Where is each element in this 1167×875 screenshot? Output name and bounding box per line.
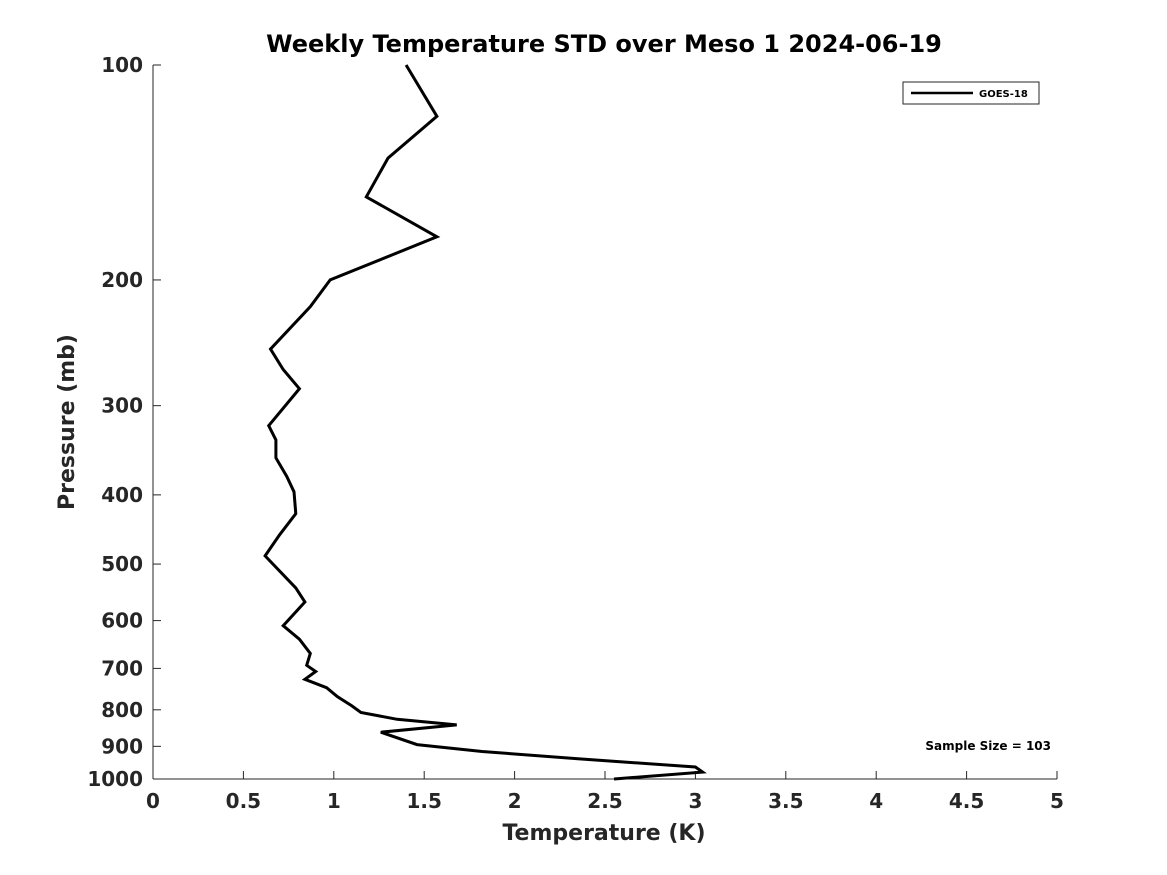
axes-frame: [152, 65, 1057, 780]
x-tick-label: 4.5: [949, 789, 984, 813]
y-tick-label: 800: [101, 698, 143, 722]
y-tick-label: 500: [101, 552, 143, 576]
y-tick-label: 400: [101, 483, 143, 507]
x-tick-label: 2: [508, 789, 522, 813]
legend: GOES-18: [902, 81, 1040, 105]
x-tick-label: 0: [146, 789, 160, 813]
y-tick-label: 600: [101, 609, 143, 633]
x-tick-label: 1.5: [406, 789, 441, 813]
y-tick-label: 900: [101, 734, 143, 758]
x-tick-label: 3: [688, 789, 702, 813]
x-tick-label: 2.5: [587, 789, 622, 813]
x-axis-title: Temperature (K): [502, 821, 705, 846]
series-layer: [263, 64, 707, 781]
x-tick-label: 3.5: [768, 789, 803, 813]
x-tick-label: 4: [869, 789, 883, 813]
x-axis-ticks: 0 0.5 1 1.5 2 2.5 3 3.5 4 4.5 5: [146, 771, 1064, 813]
y-tick-label: 700: [101, 656, 143, 680]
y-tick-label: 200: [101, 268, 143, 292]
y-tick-label: 300: [101, 394, 143, 418]
x-tick-label: 1: [327, 789, 341, 813]
y-tick-label: 100: [101, 53, 143, 77]
x-tick-label: 0.5: [226, 789, 261, 813]
sample-size-annotation: Sample Size = 103: [925, 739, 1051, 753]
y-axis-title: Pressure (mb): [55, 334, 80, 510]
x-tick-label: 5: [1050, 789, 1064, 813]
y-tick-label: 1000: [87, 767, 143, 791]
chart-title: Weekly Temperature STD over Meso 1 2024-…: [266, 30, 942, 58]
y-axis-ticks: 100 200 300 400 500 600 700 800 900 1000: [87, 53, 161, 791]
series-line-goes-18: [263, 64, 707, 781]
legend-label-goes-18: GOES-18: [979, 89, 1028, 100]
